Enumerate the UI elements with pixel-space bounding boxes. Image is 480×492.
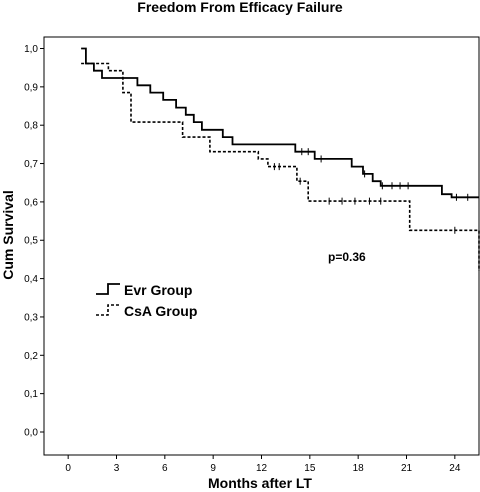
legend-item: CsA Group bbox=[96, 303, 197, 319]
y-tick-label: 0,7 bbox=[24, 159, 38, 170]
y-tick-label: 0,6 bbox=[24, 197, 38, 208]
survival-curve-line bbox=[81, 62, 480, 271]
y-tick-label: 0,3 bbox=[24, 312, 38, 323]
y-tick-label: 0,9 bbox=[24, 82, 38, 93]
survival-curve-line bbox=[81, 47, 479, 199]
y-tick-label: 1,0 bbox=[24, 44, 38, 55]
x-tick-label: 24 bbox=[449, 463, 461, 474]
x-axis-title: Months after LT bbox=[208, 475, 312, 491]
x-tick-label: 15 bbox=[304, 463, 316, 474]
y-tick-label: 0,4 bbox=[24, 274, 38, 285]
y-tick-label: 0,1 bbox=[24, 389, 38, 400]
y-tick-label: 0,0 bbox=[24, 427, 38, 438]
chart-title: Freedom From Efficacy Failure bbox=[137, 0, 343, 15]
series-evr bbox=[81, 47, 479, 201]
y-tick-label: 0,5 bbox=[24, 236, 38, 247]
x-tick-label: 12 bbox=[256, 463, 268, 474]
series-csa bbox=[81, 62, 480, 271]
x-tick-label: 21 bbox=[401, 463, 413, 474]
axes: 0,0 0,1 0,2 0,3 0,4 0,5 0,6 0,7 0,8 0,9 1,0 0 3 6 9 12 1… bbox=[24, 36, 480, 474]
x-tick-label: 0 bbox=[65, 463, 71, 474]
legend: Evr Group CsA Group bbox=[96, 282, 197, 319]
legend-label: CsA Group bbox=[124, 303, 197, 319]
legend-swatch bbox=[96, 304, 120, 316]
y-tick-label: 0,2 bbox=[24, 351, 38, 362]
plot-frame bbox=[43, 36, 480, 456]
x-tick-label: 3 bbox=[114, 463, 120, 474]
y-axis-title: Cum Survival bbox=[0, 190, 16, 279]
x-tick-label: 9 bbox=[210, 463, 216, 474]
legend-item: Evr Group bbox=[96, 282, 192, 298]
legend-label: Evr Group bbox=[124, 282, 192, 298]
x-tick-label: 6 bbox=[162, 463, 168, 474]
legend-swatch bbox=[96, 283, 120, 295]
x-tick-label: 18 bbox=[353, 463, 365, 474]
y-tick-label: 0,8 bbox=[24, 121, 38, 132]
series-layer bbox=[81, 47, 480, 271]
p-value-annotation: p=0.36 bbox=[328, 250, 366, 264]
